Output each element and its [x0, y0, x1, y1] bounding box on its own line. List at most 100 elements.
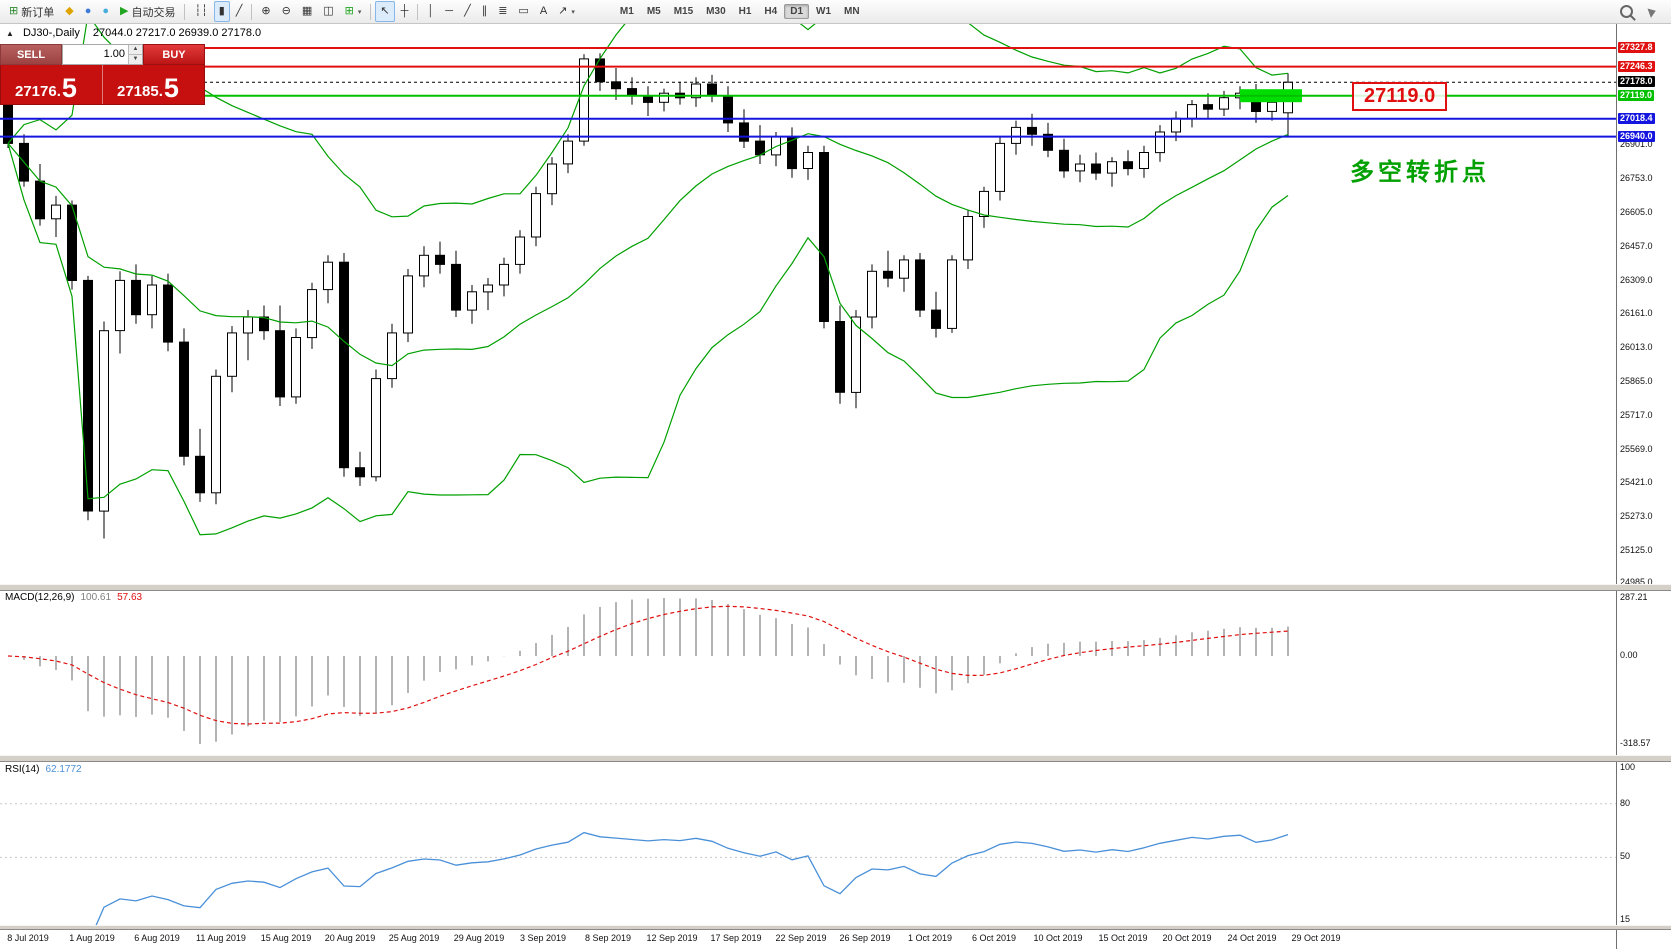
- equidistant-channel-icon[interactable]: ∥: [477, 1, 493, 22]
- sell-price[interactable]: 27176. 5: [1, 65, 103, 104]
- price-scale-label: 25865.0: [1620, 376, 1653, 386]
- ohlc-values: 27044.0 27217.0 26939.0 27178.0: [92, 27, 262, 39]
- price-scale-label: 26013.0: [1620, 342, 1653, 352]
- rsi-scale-label: 100: [1620, 762, 1636, 772]
- date-label: 6 Oct 2019: [971, 933, 1017, 943]
- date-label: 25 Aug 2019: [388, 933, 440, 943]
- timeframe-m30[interactable]: M30: [706, 6, 726, 17]
- signals-icon[interactable]: ●: [97, 1, 114, 22]
- date-label: 17 Sep 2019: [710, 933, 762, 943]
- buy-price-big-digit: 5: [163, 72, 179, 103]
- one-click-collapse-icon[interactable]: ▲: [6, 29, 14, 38]
- timeframe-m5[interactable]: M5: [646, 6, 661, 17]
- rsi-value: 62.1772: [45, 764, 82, 775]
- volume-field[interactable]: 1.00 ▲ ▼: [62, 44, 143, 65]
- tile-windows-icon[interactable]: ▦: [297, 1, 317, 22]
- quick-help-pointer-icon[interactable]: [1644, 1, 1661, 22]
- price-level-label: 27119.0: [1618, 90, 1655, 101]
- rsi-scale-label: 15: [1620, 914, 1631, 924]
- sell-button[interactable]: SELL: [0, 44, 62, 65]
- magnifier-glyph: [1620, 5, 1633, 18]
- rsi-scale-label: 50: [1620, 851, 1631, 861]
- date-label: 12 Sep 2019: [646, 933, 698, 943]
- crosshair-icon-glyph: ┼: [400, 5, 409, 17]
- main-macd-separator[interactable]: [0, 584, 1671, 591]
- autotrading-button-glyph: ▶: [120, 5, 129, 17]
- macd-main-value: 100.61: [80, 592, 112, 603]
- new-order-button[interactable]: ⊞ 新订单: [4, 1, 59, 22]
- line-chart-icon[interactable]: ╱: [231, 1, 248, 22]
- cascade-windows-icon[interactable]: ◫: [318, 1, 338, 22]
- sell-price-main: 27176.: [15, 83, 61, 100]
- timeframe-w1[interactable]: W1: [816, 6, 832, 17]
- buy-button[interactable]: BUY: [143, 44, 205, 65]
- add-indicator-icon[interactable]: ⊞ ▾: [340, 1, 367, 22]
- arrow-tools-icon-caret: ▾: [571, 8, 575, 16]
- buy-price-main: 27185.: [117, 83, 163, 100]
- zoom-out-icon[interactable]: ⊖: [277, 1, 296, 22]
- toolbar-right: [1615, 1, 1667, 22]
- fibonacci-icon[interactable]: ≣: [493, 1, 512, 22]
- crosshair-icon[interactable]: ┼: [396, 1, 414, 22]
- add-indicator-icon-caret: ▾: [357, 8, 362, 16]
- price-level-label: 27178.0: [1618, 76, 1655, 87]
- date-label: 22 Sep 2019: [775, 933, 827, 943]
- symbol-period-label: DJ30-,Daily: [22, 27, 80, 39]
- market-watch-icon[interactable]: ●: [80, 1, 97, 22]
- arrow-tools-icon[interactable]: ↗ ▾: [553, 1, 580, 22]
- one-click-trading-panel: SELL 1.00 ▲ ▼ BUY 27176. 5 27185. 5: [0, 44, 205, 105]
- price-scale-label: 26457.0: [1620, 241, 1653, 251]
- cursor-icon[interactable]: ↖: [375, 1, 395, 22]
- price-axis[interactable]: 26901.0 26753.0 26605.0 26457.0 26309.0 26161…: [1616, 24, 1671, 949]
- volume-up-icon[interactable]: ▲: [129, 45, 142, 55]
- autotrading-button[interactable]: ▶ 自动交易: [115, 1, 180, 22]
- timeframe-h4[interactable]: H4: [764, 6, 778, 17]
- turning-point-text[interactable]: 多空转折点: [1350, 159, 1490, 186]
- fibonacci-icon-glyph: ≣: [498, 5, 508, 17]
- indicators-icon[interactable]: ◆: [60, 1, 78, 22]
- shapes-icon[interactable]: ▭: [513, 1, 533, 22]
- date-label: 20 Aug 2019: [324, 933, 376, 943]
- horizontal-line-icon[interactable]: ─: [440, 1, 458, 22]
- volume-stepper[interactable]: ▲ ▼: [128, 45, 142, 64]
- tile-windows-icon-glyph: ▦: [301, 5, 313, 17]
- trendline-icon[interactable]: ╱: [459, 1, 476, 22]
- volume-value[interactable]: 1.00: [103, 48, 125, 60]
- ohlc-bars-icon[interactable]: ┆┆: [189, 1, 212, 22]
- price-scale-label: 25717.0: [1620, 410, 1653, 420]
- zoom-in-icon[interactable]: ⊕: [256, 1, 275, 22]
- price-scale-label: 24985.0: [1620, 577, 1653, 587]
- volume-down-icon[interactable]: ▼: [129, 55, 142, 64]
- horizontal-line-icon-glyph: ─: [445, 5, 454, 17]
- price-annotation-box[interactable]: 27119.0: [1352, 82, 1448, 111]
- date-axis[interactable]: 8 Jul 2019 1 Aug 2019 6 Aug 2019 11 Aug 201…: [0, 930, 1616, 949]
- macd-rsi-separator[interactable]: [0, 755, 1671, 762]
- buy-price[interactable]: 27185. 5: [103, 65, 204, 104]
- text-label-icon[interactable]: A: [535, 1, 552, 22]
- shapes-icon-glyph: ▭: [518, 5, 529, 17]
- timeframe-d1[interactable]: D1: [784, 4, 810, 19]
- date-label: 1 Aug 2019: [69, 933, 115, 943]
- timeframe-mn[interactable]: MN: [844, 6, 860, 17]
- timeframe-m1[interactable]: M1: [619, 6, 634, 17]
- macd-signal-value: 57.63: [117, 592, 143, 603]
- toolbar-separator: [370, 3, 372, 20]
- date-label: 29 Aug 2019: [453, 933, 505, 943]
- candlestick-chart-icon[interactable]: ▮: [213, 1, 230, 22]
- autotrading-button-label: 自动交易: [131, 6, 176, 19]
- price-scale-label: 25125.0: [1620, 545, 1653, 555]
- chart-title: ▲ DJ30-,Daily 27044.0 27217.0 26939.0 27…: [6, 27, 261, 39]
- date-label: 6 Aug 2019: [134, 933, 180, 943]
- macd-scale-label: -318.57: [1620, 738, 1651, 748]
- search-icon[interactable]: [1615, 1, 1638, 22]
- toolbar-separator: [184, 3, 186, 20]
- vertical-line-icon[interactable]: │: [422, 1, 439, 22]
- line-chart-icon-glyph: ╱: [235, 5, 243, 17]
- timeframe-m15[interactable]: M15: [673, 6, 694, 17]
- toolbar-separator: [251, 3, 253, 20]
- price-scale-label: 26161.0: [1620, 308, 1653, 318]
- timeframe-h1[interactable]: H1: [738, 6, 752, 17]
- timeframe-bar: M1 M5 M15 M30 H1 H4 D1 W1 MN: [614, 4, 866, 19]
